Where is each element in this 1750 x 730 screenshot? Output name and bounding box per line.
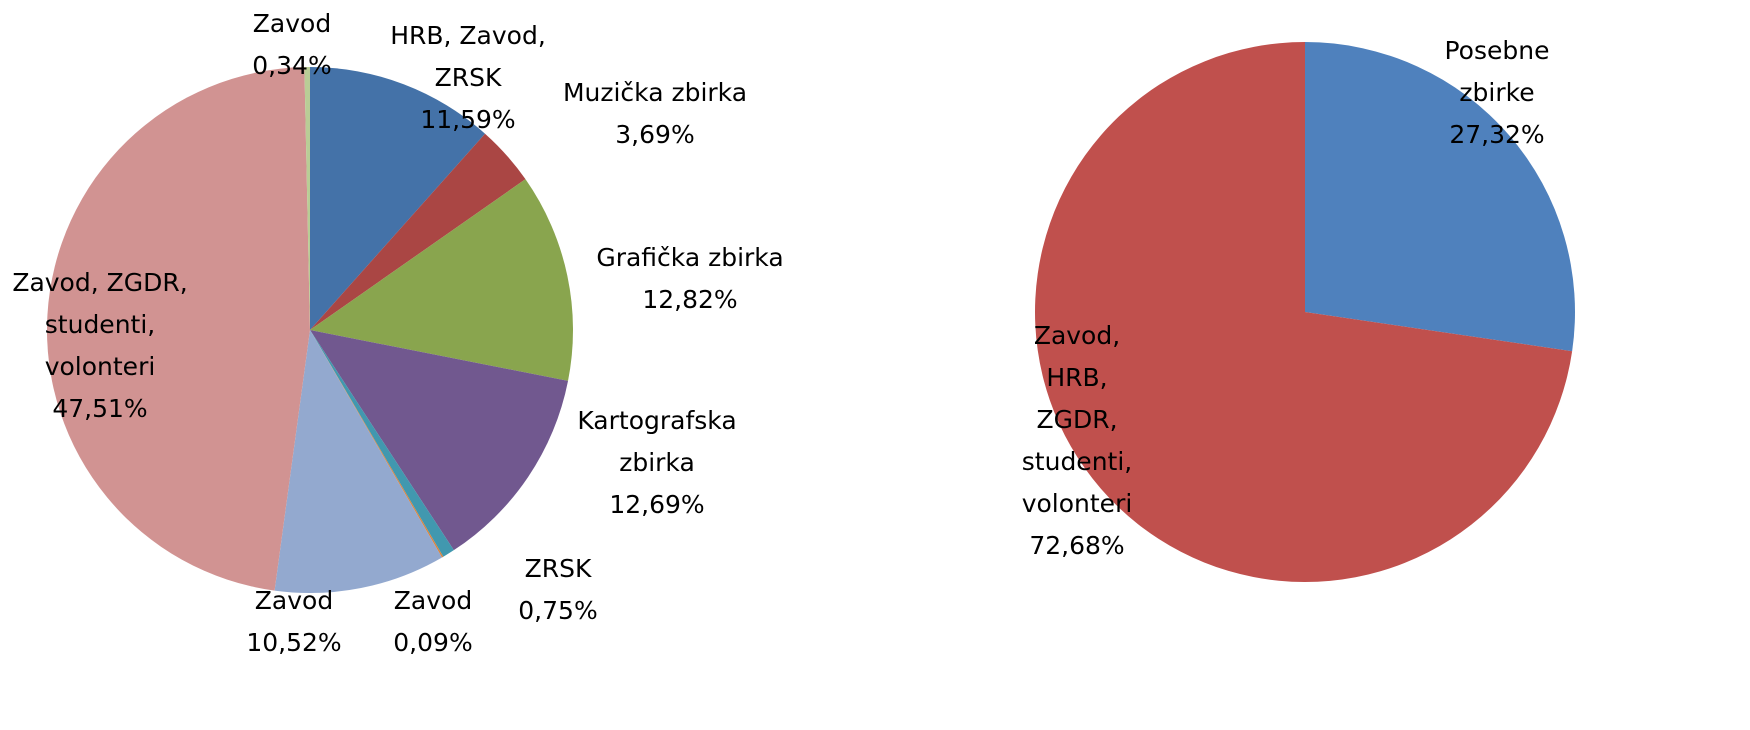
value-label: 11,59% bbox=[420, 105, 516, 134]
value-label: 0,09% bbox=[393, 628, 473, 657]
slice-label: ZRSK 0,75% bbox=[508, 548, 608, 632]
slice-label: Zavod, HRB, ZGDR, studenti, volonteri 72,… bbox=[1015, 315, 1140, 567]
value-label: 27,32% bbox=[1449, 120, 1545, 149]
slice-label: Grafička zbirka 12,82% bbox=[575, 237, 805, 321]
category: Zavod, HRB, ZGDR, studenti, volonteri bbox=[1021, 321, 1133, 518]
pie-slice bbox=[310, 133, 526, 330]
value-label: 10,52% bbox=[246, 628, 342, 657]
category: Zavod bbox=[393, 586, 473, 615]
slice-label: Posebne zbirke 27,32% bbox=[1437, 30, 1557, 156]
value-label: 3,69% bbox=[615, 120, 695, 149]
pie-slice bbox=[310, 330, 569, 551]
slice-label: Zavod 10,52% bbox=[239, 580, 349, 664]
pie-slice bbox=[310, 179, 573, 381]
category: HRB, Zavod, ZRSK bbox=[390, 21, 546, 92]
category: Muzička zbirka bbox=[562, 78, 748, 107]
category: ZRSK bbox=[524, 554, 592, 583]
category: Kartografska zbirka bbox=[577, 406, 737, 477]
pie-slice bbox=[46, 67, 311, 591]
pie-slice bbox=[1305, 42, 1575, 352]
pie-slice bbox=[304, 67, 310, 330]
value-label: 47,51% bbox=[52, 394, 148, 423]
value-label: 0,75% bbox=[518, 596, 598, 625]
category: Zavod bbox=[254, 586, 334, 615]
category: Posebne zbirke bbox=[1444, 36, 1550, 107]
slice-label: Zavod 0,34% bbox=[242, 3, 342, 87]
category: Grafička zbirka bbox=[596, 243, 784, 272]
slice-label: Kartografska zbirka 12,69% bbox=[567, 400, 747, 526]
pie-slice bbox=[310, 67, 486, 330]
pie-slice bbox=[310, 330, 454, 557]
category: Zavod bbox=[252, 9, 332, 38]
value-label: 12,82% bbox=[642, 285, 738, 314]
slice-label: Zavod, ZGDR, studenti, volonteri 47,51% bbox=[0, 262, 200, 430]
pie-slice bbox=[310, 330, 444, 558]
slice-label: Muzička zbirka 3,69% bbox=[540, 72, 770, 156]
value-label: 72,68% bbox=[1029, 531, 1125, 560]
value-label: 12,69% bbox=[609, 490, 705, 519]
value-label: 0,34% bbox=[252, 51, 332, 80]
slice-label: HRB, Zavod, ZRSK 11,59% bbox=[383, 15, 553, 141]
pie-slice bbox=[274, 330, 443, 593]
slice-label: Zavod 0,09% bbox=[383, 580, 483, 664]
category: Zavod, ZGDR, studenti, volonteri bbox=[12, 268, 188, 381]
pie-slice bbox=[1035, 42, 1573, 582]
